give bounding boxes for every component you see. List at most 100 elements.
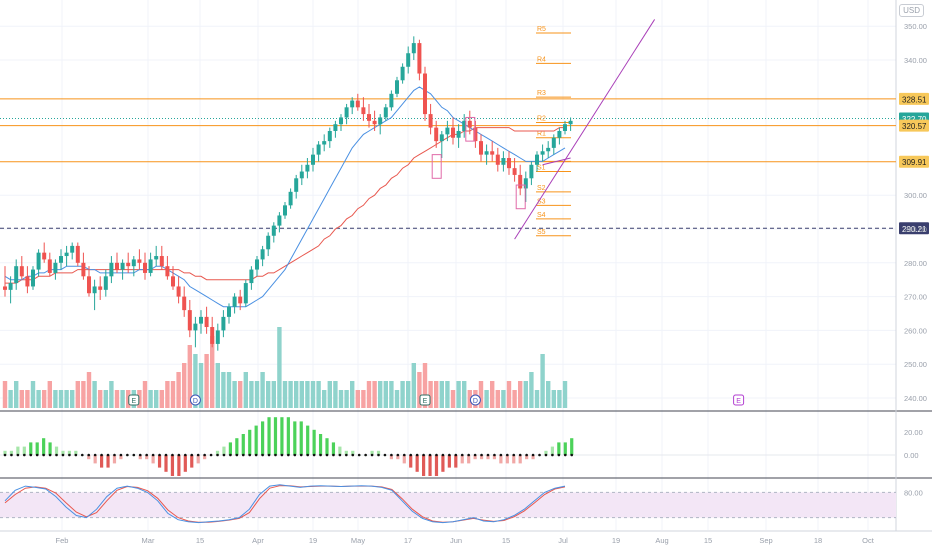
volume-bar (266, 381, 271, 408)
candle-body (3, 286, 7, 290)
histogram-bar (42, 438, 46, 455)
candle (523, 171, 528, 202)
candle (266, 232, 271, 257)
candle (535, 151, 539, 172)
histogram-bar (344, 450, 348, 455)
candle (25, 266, 30, 294)
histogram-tick-label: 20.00 (904, 428, 923, 437)
histogram-bar (215, 450, 220, 455)
ma-slow-line (5, 127, 565, 284)
currency-badge[interactable]: USD (899, 4, 924, 17)
candle (322, 134, 327, 152)
histogram-dot (460, 453, 464, 457)
price-label-bg (899, 155, 929, 168)
candle (479, 134, 483, 162)
histogram-bar (235, 438, 239, 455)
histogram-bar (318, 434, 323, 455)
histogram-dot (473, 453, 477, 457)
volume-bar (462, 381, 467, 408)
stochastic-tick-label: 80.00 (904, 488, 923, 497)
pivot-label: R1 (537, 131, 546, 138)
candle-body (551, 137, 556, 148)
candle-body (507, 158, 511, 169)
candle-body (316, 144, 321, 155)
volume-bar (70, 390, 75, 408)
histogram-bar (544, 450, 548, 455)
candle-body (367, 114, 371, 121)
histogram-bar (87, 455, 91, 460)
histogram-bar (228, 442, 232, 455)
volume-bar (260, 372, 265, 408)
volume-bar (198, 363, 204, 408)
volume-bar (204, 354, 209, 408)
volume-bar (8, 390, 13, 408)
histogram-bar (325, 438, 329, 455)
candle (327, 127, 332, 148)
candle-body (501, 158, 506, 165)
candle (288, 188, 293, 209)
candle (283, 201, 287, 219)
candle (215, 323, 220, 351)
price-axis: 350.00 340.00 300.00 290.00 280.00 270.00 260.… (904, 22, 927, 403)
candle-body (344, 107, 349, 118)
volume-bar (86, 372, 92, 408)
candle (249, 266, 254, 290)
candle (159, 245, 164, 270)
volume-bar (310, 381, 316, 408)
volume-bar (529, 372, 534, 408)
candle-body (467, 120, 472, 128)
candle-body (456, 130, 461, 138)
volume-bar (243, 372, 248, 408)
histogram-bar (499, 455, 503, 464)
histogram-bar (518, 455, 522, 464)
histogram-dot (158, 453, 161, 457)
pivot-label: R4 (537, 56, 546, 63)
histogram-dot (338, 453, 342, 457)
candle-body (14, 266, 19, 284)
candle (333, 120, 338, 138)
volume-bar (439, 381, 444, 408)
candle (8, 276, 13, 304)
histogram-dot (222, 453, 226, 457)
candle (439, 130, 444, 159)
volume-bar (159, 390, 164, 408)
time-tick-label: 18 (814, 536, 822, 545)
histogram-bar (460, 455, 464, 464)
candle (260, 245, 265, 267)
candle-body (462, 120, 467, 131)
histogram-dot (235, 453, 239, 457)
candle (445, 120, 450, 142)
volume-bar (98, 390, 103, 408)
pivot-label: R2 (537, 116, 546, 123)
histogram-dot (184, 453, 187, 457)
volume-bar (193, 354, 198, 408)
volume-bar (64, 390, 69, 408)
time-tick-label: May (351, 536, 365, 545)
histogram-dot (229, 453, 232, 457)
volume-bar (495, 390, 500, 408)
histogram-bar (145, 455, 149, 460)
candle (423, 66, 427, 121)
histogram-dot (106, 453, 110, 457)
histogram-bar (183, 455, 187, 472)
histogram-dot (203, 453, 206, 457)
pivot-label: R5 (537, 26, 546, 33)
histogram-bar (93, 455, 97, 464)
volume-bar (81, 381, 86, 408)
time-tick-label: Apr (252, 536, 264, 545)
candle (271, 222, 276, 243)
histogram-dot (48, 453, 52, 457)
candle-body (165, 266, 170, 277)
candle (490, 141, 495, 162)
histogram-dot (441, 453, 445, 457)
candle-body (238, 296, 243, 304)
candle-body (512, 168, 517, 175)
histogram-dot (68, 453, 71, 457)
price-tick-label: 250.00 (904, 360, 927, 369)
price-tick-label: 350.00 (904, 22, 927, 31)
histogram-dot (531, 453, 535, 457)
volume-bar (142, 381, 148, 408)
